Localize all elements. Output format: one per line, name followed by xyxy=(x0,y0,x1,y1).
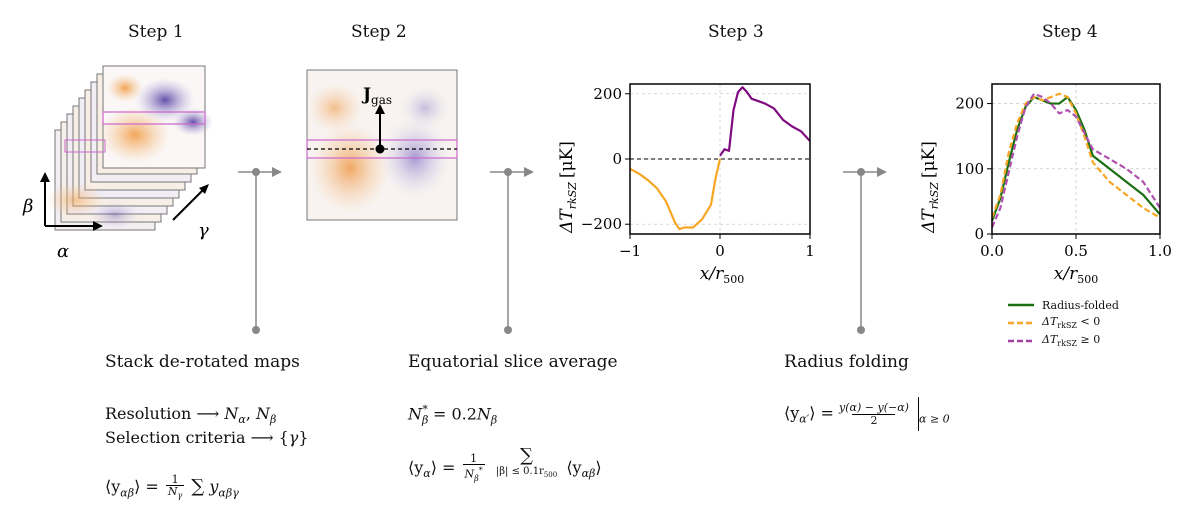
resolution-line: Resolution ⟶ Nα, Nβ xyxy=(105,404,277,427)
y-tick-label: 100 xyxy=(955,160,984,178)
step-1-title: Step 1 xyxy=(128,22,184,42)
y-tick-label: 0 xyxy=(612,150,622,168)
step1-heading: Stack de-rotated maps xyxy=(105,352,300,372)
step-2-title: Step 2 xyxy=(351,22,407,42)
legend-item-radius-folded: Radius-folded xyxy=(1008,298,1119,312)
step3-xlabel: x/r500 xyxy=(700,264,744,286)
axis-gamma-label: γ xyxy=(198,220,209,241)
series-line-1 xyxy=(719,86,811,157)
equatorial-slice-map: Jgas xyxy=(306,69,458,221)
x-tick-label: 1 xyxy=(805,242,815,260)
x-tick-label: 0 xyxy=(715,242,725,260)
y-tick-label: 0 xyxy=(974,225,984,243)
series-line-0 xyxy=(629,158,722,231)
step2-heading: Equatorial slice average xyxy=(408,352,618,372)
x-tick-label: 0.5 xyxy=(1064,242,1088,260)
y-tick-label: 200 xyxy=(955,95,984,113)
slice-average-formula: ⟨yα⟩ = 1 Nβ* ∑ |β| ≤ 0.1r500 ⟨yαβ⟩ xyxy=(408,445,602,483)
legend-item-positive: ΔTrkSZ ≥ 0 xyxy=(1008,333,1101,349)
x-tick-label: −1 xyxy=(619,242,641,260)
axis-beta-label: β xyxy=(22,196,33,217)
step-3-title: Step 3 xyxy=(708,22,764,42)
x-tick-label: 0.0 xyxy=(980,242,1004,260)
step3-ylabel: ΔTrkSZ[μK] xyxy=(557,141,579,234)
y-tick-label: 200 xyxy=(593,85,622,103)
step4-xlabel: x/r500 xyxy=(1054,264,1098,286)
x-tick-label: 1.0 xyxy=(1148,242,1172,260)
n-beta-star-line: Nβ* = 0.2Nβ xyxy=(408,403,498,427)
j-gas-label: Jgas xyxy=(361,85,392,107)
stacked-maps-illustration: β α γ xyxy=(22,65,213,262)
step-4-title: Step 4 xyxy=(1042,22,1098,42)
step4-legend: Radius-folded ΔTrkSZ < 0 ΔTrkSZ ≥ 0 xyxy=(1006,296,1119,350)
step4-heading: Radius folding xyxy=(784,352,909,372)
connector-2 xyxy=(490,167,534,334)
step3-chart: −1 0 1 −200 0 200 ΔTrkSZ[μK] x/r500 xyxy=(557,83,815,286)
series-line-0 xyxy=(990,95,1161,222)
stack-formula: ⟨yαβ⟩ = 1 Nγ ∑ yαβγ xyxy=(105,473,239,501)
selection-criteria-line: Selection criteria ⟶ {γ} xyxy=(105,428,309,447)
connector-3 xyxy=(843,167,887,334)
step4-chart: 0.0 0.5 1.0 0 100 200 ΔTrkSZ[μK] x/r500 xyxy=(919,83,1172,286)
legend-item-negative: ΔTrkSZ < 0 xyxy=(1008,315,1101,331)
series-line-2 xyxy=(990,92,1161,228)
radius-folding-formula: ⟨yα′⟩ = y(α) − y(−α) 2 α ≥ 0 xyxy=(784,397,950,431)
connector-1 xyxy=(238,167,282,334)
step4-ylabel: ΔTrkSZ[μK] xyxy=(919,141,941,234)
y-tick-label: −200 xyxy=(581,215,622,233)
series-line-1 xyxy=(990,92,1161,219)
axis-alpha-label: α xyxy=(57,241,69,262)
